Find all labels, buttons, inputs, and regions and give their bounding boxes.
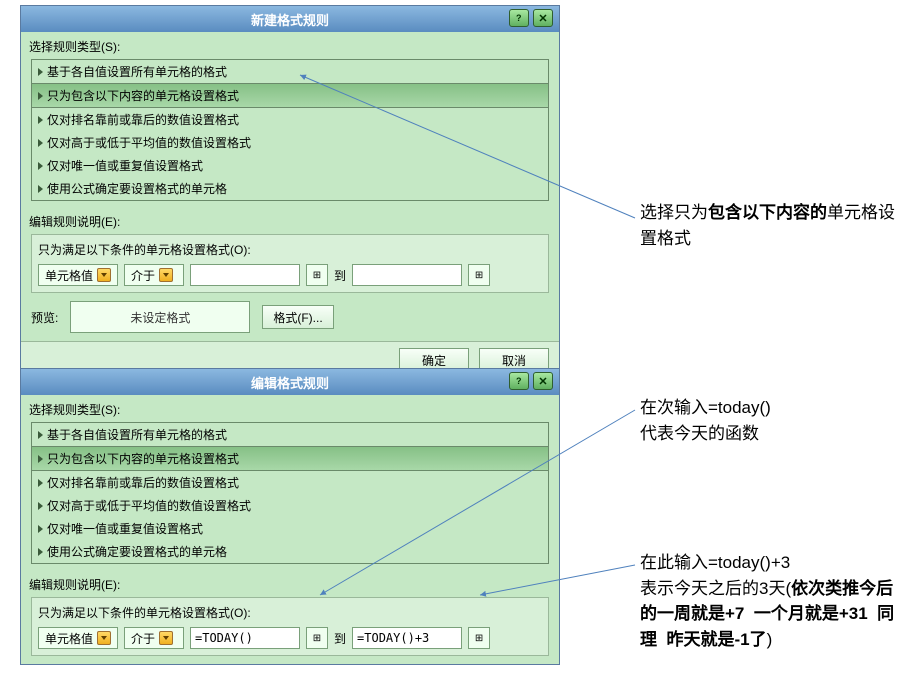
- rule-type-item[interactable]: 基于各自值设置所有单元格的格式: [32, 423, 548, 446]
- triangle-right-icon: [38, 68, 43, 76]
- section-label: 选择规则类型(S):: [21, 32, 559, 59]
- rule-item-label: 只为包含以下内容的单元格设置格式: [47, 450, 239, 467]
- to-label: 到: [334, 267, 346, 284]
- dialog-title: 新建格式规则: [251, 10, 329, 29]
- cell-value-dropdown[interactable]: 单元格值: [38, 627, 118, 649]
- range-picker-button[interactable]: ⊞: [306, 264, 328, 286]
- to-label: 到: [334, 630, 346, 647]
- chevron-down-icon: [97, 631, 111, 645]
- dialog-new-rule: 新建格式规则 ? 选择规则类型(S): 基于各自值设置所有单元格的格式只为包含以…: [20, 5, 560, 381]
- dialog-edit-rule: 编辑格式规则 ? 选择规则类型(S): 基于各自值设置所有单元格的格式只为包含以…: [20, 368, 560, 665]
- triangle-right-icon: [38, 548, 43, 556]
- close-button[interactable]: [533, 9, 553, 27]
- triangle-right-icon: [38, 479, 43, 487]
- rule-type-item[interactable]: 只为包含以下内容的单元格设置格式: [32, 83, 548, 108]
- titlebar: 编辑格式规则 ?: [21, 369, 559, 395]
- rule-item-label: 基于各自值设置所有单元格的格式: [47, 426, 227, 443]
- triangle-right-icon: [38, 162, 43, 170]
- chevron-down-icon: [159, 268, 173, 282]
- triangle-right-icon: [38, 139, 43, 147]
- triangle-right-icon: [38, 431, 43, 439]
- triangle-right-icon: [38, 525, 43, 533]
- rule-item-label: 只为包含以下内容的单元格设置格式: [47, 87, 239, 104]
- rule-type-item[interactable]: 基于各自值设置所有单元格的格式: [32, 60, 548, 83]
- svg-text:?: ?: [516, 13, 522, 23]
- value1-input[interactable]: =TODAY(): [190, 627, 300, 649]
- svg-text:?: ?: [516, 376, 522, 386]
- value1-input[interactable]: [190, 264, 300, 286]
- rule-type-item[interactable]: 使用公式确定要设置格式的单元格: [32, 177, 548, 200]
- rule-type-item[interactable]: 仅对唯一值或重复值设置格式: [32, 154, 548, 177]
- value2-input[interactable]: =TODAY()+3: [352, 627, 462, 649]
- rule-type-item[interactable]: 使用公式确定要设置格式的单元格: [32, 540, 548, 563]
- rule-type-item[interactable]: 仅对高于或低于平均值的数值设置格式: [32, 494, 548, 517]
- annotation-3: 在此输入=today()+3表示今天之后的3天(依次类推今后的一周就是+7 一个…: [640, 550, 905, 652]
- triangle-right-icon: [38, 455, 43, 463]
- operator-dropdown[interactable]: 介于: [124, 264, 184, 286]
- rule-type-item[interactable]: 仅对唯一值或重复值设置格式: [32, 517, 548, 540]
- edit-panel: 只为满足以下条件的单元格设置格式(O): 单元格值 介于 ⊞ 到 ⊞: [31, 234, 549, 293]
- chevron-down-icon: [159, 631, 173, 645]
- rule-item-label: 使用公式确定要设置格式的单元格: [47, 180, 227, 197]
- annotation-1: 选择只为包含以下内容的单元格设置格式: [640, 200, 900, 251]
- rule-type-item[interactable]: 只为包含以下内容的单元格设置格式: [32, 446, 548, 471]
- range-picker-button[interactable]: ⊞: [306, 627, 328, 649]
- titlebar: 新建格式规则 ?: [21, 6, 559, 32]
- rule-item-label: 仅对高于或低于平均值的数值设置格式: [47, 134, 251, 151]
- triangle-right-icon: [38, 116, 43, 124]
- edit-label: 编辑规则说明(E):: [21, 207, 559, 234]
- edit-subtitle: 只为满足以下条件的单元格设置格式(O):: [38, 241, 542, 258]
- range-picker-button[interactable]: ⊞: [468, 264, 490, 286]
- rule-item-label: 仅对排名靠前或靠后的数值设置格式: [47, 111, 239, 128]
- edit-panel: 只为满足以下条件的单元格设置格式(O): 单元格值 介于 =TODAY() ⊞ …: [31, 597, 549, 656]
- triangle-right-icon: [38, 92, 43, 100]
- rule-type-item[interactable]: 仅对排名靠前或靠后的数值设置格式: [32, 108, 548, 131]
- close-button[interactable]: [533, 372, 553, 390]
- rule-type-list: 基于各自值设置所有单元格的格式只为包含以下内容的单元格设置格式仅对排名靠前或靠后…: [31, 59, 549, 201]
- chevron-down-icon: [97, 268, 111, 282]
- rule-type-item[interactable]: 仅对排名靠前或靠后的数值设置格式: [32, 471, 548, 494]
- triangle-right-icon: [38, 502, 43, 510]
- cell-value-dropdown[interactable]: 单元格值: [38, 264, 118, 286]
- edit-label: 编辑规则说明(E):: [21, 570, 559, 597]
- preview-box: 未设定格式: [70, 301, 250, 333]
- help-button[interactable]: ?: [509, 9, 529, 27]
- rule-item-label: 基于各自值设置所有单元格的格式: [47, 63, 227, 80]
- rule-type-item[interactable]: 仅对高于或低于平均值的数值设置格式: [32, 131, 548, 154]
- edit-subtitle: 只为满足以下条件的单元格设置格式(O):: [38, 604, 542, 621]
- rule-item-label: 仅对唯一值或重复值设置格式: [47, 157, 203, 174]
- dialog-title: 编辑格式规则: [251, 373, 329, 392]
- format-button[interactable]: 格式(F)...: [262, 305, 333, 329]
- annotation-2: 在次输入=today()代表今天的函数: [640, 395, 900, 446]
- preview-label: 预览:: [31, 309, 58, 326]
- value2-input[interactable]: [352, 264, 462, 286]
- rule-item-label: 仅对排名靠前或靠后的数值设置格式: [47, 474, 239, 491]
- help-button[interactable]: ?: [509, 372, 529, 390]
- section-label: 选择规则类型(S):: [21, 395, 559, 422]
- operator-dropdown[interactable]: 介于: [124, 627, 184, 649]
- rule-item-label: 仅对唯一值或重复值设置格式: [47, 520, 203, 537]
- rule-item-label: 仅对高于或低于平均值的数值设置格式: [47, 497, 251, 514]
- range-picker-button[interactable]: ⊞: [468, 627, 490, 649]
- triangle-right-icon: [38, 185, 43, 193]
- rule-type-list: 基于各自值设置所有单元格的格式只为包含以下内容的单元格设置格式仅对排名靠前或靠后…: [31, 422, 549, 564]
- rule-item-label: 使用公式确定要设置格式的单元格: [47, 543, 227, 560]
